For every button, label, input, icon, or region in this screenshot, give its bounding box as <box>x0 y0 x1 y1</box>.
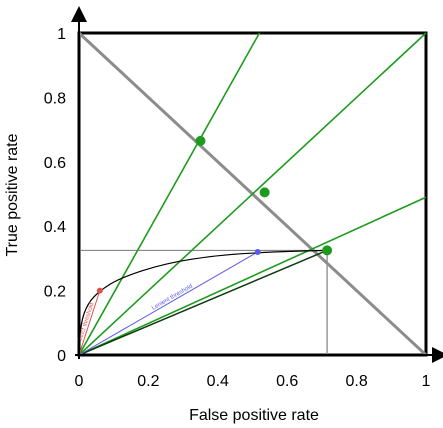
y-tick-label: 0.2 <box>44 284 66 301</box>
iso-line-2 <box>78 32 427 356</box>
intersection-points <box>195 135 333 256</box>
y-tick-label: 0.4 <box>44 219 66 236</box>
y-tick-label: 1 <box>57 26 66 43</box>
iso-performance-lines <box>78 32 427 356</box>
x-tick-label: 1 <box>422 373 431 390</box>
x-tick-labels: 0 0.2 0.4 0.6 0.8 1 <box>75 373 431 390</box>
intersection-point-2 <box>259 187 270 198</box>
x-tick-label: 0 <box>75 373 84 390</box>
intersection-point-3 <box>322 245 333 256</box>
x-tick-label: 0.8 <box>345 373 367 390</box>
x-tick-label: 0.2 <box>137 373 159 390</box>
x-axis-title: False positive rate <box>189 407 319 424</box>
lenient-threshold-label: Lenient threshold <box>151 284 194 312</box>
chance-to-operating-point-line <box>78 249 328 356</box>
x-tick-label: 0.6 <box>276 373 298 390</box>
strict-threshold-line <box>78 290 101 356</box>
strict-threshold-marker <box>96 287 103 294</box>
lenient-threshold-line <box>78 251 258 356</box>
roc-curve <box>78 249 328 356</box>
y-tick-labels: 0 0.2 0.4 0.6 0.8 1 <box>44 26 66 365</box>
y-tick-label: 0.8 <box>44 90 66 107</box>
x-tick-label: 0.4 <box>207 373 229 390</box>
y-tick-label: 0.6 <box>44 155 66 172</box>
iso-line-1 <box>78 32 261 356</box>
y-axis-title: True positive rate <box>4 133 21 256</box>
y-tick-label: 0 <box>57 348 66 365</box>
iso-line-3 <box>78 196 427 356</box>
intersection-point-1 <box>195 135 206 146</box>
lenient-threshold-marker <box>254 248 261 255</box>
